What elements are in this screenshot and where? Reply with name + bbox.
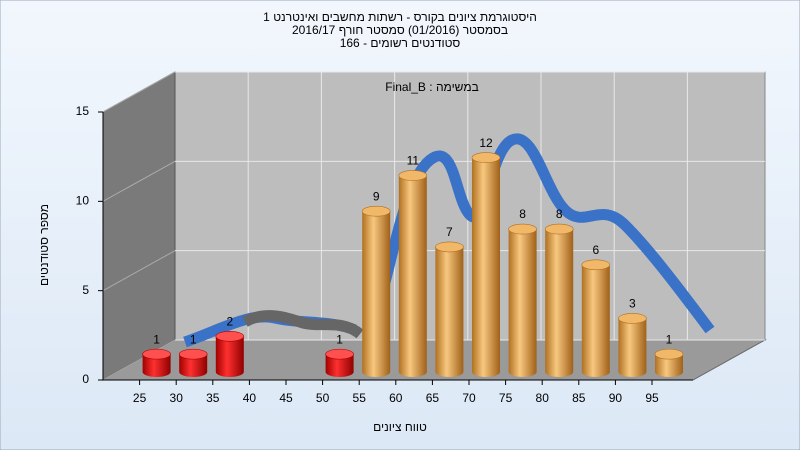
bar-top — [654, 348, 684, 360]
data-label: 2 — [226, 314, 233, 328]
back-grid — [102, 71, 765, 381]
data-label: 7 — [446, 225, 453, 239]
chart-title: סטודנטים רשומים - 166 — [340, 36, 461, 50]
grid-line — [102, 71, 176, 113]
x-tick-label: 85 — [572, 391, 586, 405]
bar — [435, 246, 464, 377]
x-tick-label: 75 — [499, 391, 513, 405]
subtitle: Final_B : במשימה — [385, 80, 479, 94]
x-tick-label: 65 — [426, 391, 440, 405]
bar — [362, 211, 391, 377]
x-tick-label: 40 — [243, 391, 257, 405]
bar-top — [471, 152, 501, 163]
bar — [179, 354, 208, 377]
data-label: 1 — [336, 332, 343, 346]
bar-top — [398, 170, 428, 181]
x-tick-label: 45 — [279, 391, 293, 405]
x-tick-label: 70 — [462, 391, 476, 405]
bar — [398, 175, 427, 377]
bar-top — [508, 223, 537, 235]
chart-title: היסטוגרמת ציונים בקורס - רשתות מחשבים וא… — [263, 10, 537, 24]
y-tick-label: 10 — [76, 194, 90, 208]
x-tick-label: 60 — [389, 391, 403, 405]
y-tick-label: 0 — [82, 372, 89, 386]
y-tick-label: 5 — [82, 283, 89, 297]
bar-top — [215, 330, 245, 342]
x-tick-label: 90 — [609, 391, 623, 405]
bar-top — [325, 348, 354, 360]
curve — [369, 133, 715, 334]
data-label: 1 — [190, 332, 197, 346]
data-label: 3 — [629, 297, 636, 311]
bar — [325, 354, 354, 377]
bar-top — [178, 348, 208, 360]
data-label: 8 — [556, 207, 563, 221]
bar — [142, 354, 171, 377]
data-label: 11 — [407, 154, 420, 168]
left-wall — [102, 71, 176, 381]
x-tick-label: 55 — [353, 391, 367, 405]
bar-top — [544, 223, 574, 235]
bar-top — [581, 259, 611, 271]
y-axis-label: מספר סטודנטים — [37, 204, 51, 286]
x-tick-label: 25 — [133, 391, 147, 405]
x-tick-label: 80 — [536, 391, 550, 405]
data-label: 9 — [373, 189, 380, 203]
data-label: 12 — [479, 136, 493, 150]
x-tick-label: 35 — [206, 391, 220, 405]
bar-top — [142, 348, 171, 360]
bar — [545, 229, 574, 377]
data-label: 6 — [592, 243, 599, 257]
data-label: 1 — [666, 332, 673, 346]
curve — [242, 310, 364, 339]
x-axis-label: טווח ציונים — [373, 420, 427, 434]
grid-line — [102, 160, 176, 202]
grid-line — [102, 339, 176, 381]
data-label: 1 — [153, 332, 160, 346]
bar-top — [361, 205, 391, 217]
bar-top — [618, 313, 647, 324]
bar-top — [435, 241, 464, 253]
bar — [655, 354, 683, 377]
bar — [472, 157, 500, 377]
bar — [581, 264, 610, 377]
grid-line — [102, 250, 176, 292]
bar — [618, 318, 647, 377]
data-label: 8 — [519, 207, 526, 221]
x-tick-label: 95 — [645, 391, 659, 405]
chart-title: בסמסטר (01/2016) סמסטר חורף 2016/17 — [292, 23, 508, 37]
x-tick-label: 30 — [170, 391, 184, 405]
bar — [215, 336, 244, 377]
x-tick-label: 50 — [316, 391, 330, 405]
y-tick-label: 15 — [76, 104, 90, 118]
bar — [508, 229, 537, 377]
